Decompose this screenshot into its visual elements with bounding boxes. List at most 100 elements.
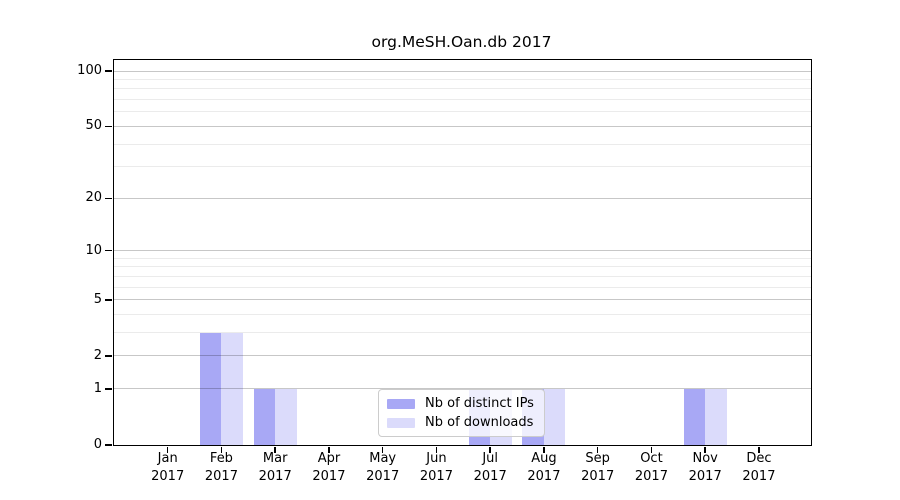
- x-tick-month: Sep: [585, 451, 610, 466]
- chart-title: org.MeSH.Oan.db 2017: [371, 33, 552, 51]
- x-tick-jun: [435, 446, 438, 453]
- y-tick-50: [105, 125, 112, 128]
- y-tick-label-1: 1: [93, 380, 102, 396]
- x-tick-label-sep: Sep 2017: [568, 450, 628, 486]
- legend-swatch-downloads-icon: [387, 417, 415, 428]
- major-gridline-50: [114, 125, 811, 127]
- x-tick-year: 2017: [688, 469, 722, 484]
- major-gridline-5: [114, 299, 811, 301]
- bar-feb-downloads: [221, 332, 243, 445]
- x-tick-label-jun: Jun 2017: [406, 450, 466, 486]
- minor-gridline-40: [114, 143, 811, 145]
- plot-area: 0 1 2 5 10 20 50 100 Jan 2017 Feb 2017 Mar 2017 Apr 201…: [77, 59, 812, 484]
- x-tick-year: 2017: [581, 469, 615, 484]
- x-tick-label-apr: Apr 2017: [299, 450, 359, 486]
- x-tick-month: May: [369, 451, 397, 466]
- x-tick-label-aug: Aug 2017: [514, 450, 574, 486]
- x-tick-jul: [489, 446, 491, 453]
- x-tick-label-may: May 2017: [353, 450, 413, 486]
- minor-gridline-4: [114, 314, 811, 316]
- y-tick-0: [105, 444, 112, 446]
- minor-gridline-9: [114, 257, 811, 259]
- major-gridline-100: [114, 70, 811, 72]
- y-tick-label-2: 2: [93, 347, 102, 363]
- x-tick-month: Aug: [531, 451, 557, 466]
- x-tick-apr: [328, 446, 330, 453]
- bar-mar-downloads: [275, 388, 297, 445]
- x-tick-label-dec: Dec 2017: [729, 450, 789, 486]
- x-tick-month: Mar: [262, 451, 288, 466]
- legend: Nb of distinct IPs Nb of downloads: [378, 389, 545, 437]
- legend-label-downloads: Nb of downloads: [425, 415, 534, 430]
- x-tick-year: 2017: [634, 469, 668, 484]
- x-tick-mar: [274, 446, 276, 453]
- bar-nov-distinct-ips: [683, 388, 706, 445]
- minor-gridline-70: [114, 99, 811, 101]
- x-tick-oct: [650, 446, 653, 453]
- y-tick-5: [105, 299, 112, 301]
- y-tick-label-10: 10: [85, 242, 102, 258]
- y-tick-label-5: 5: [93, 291, 102, 307]
- bar-aug-downloads: [543, 388, 566, 445]
- bar-nov-downloads: [705, 388, 727, 445]
- minor-gridline-8: [114, 266, 811, 268]
- x-tick-year: 2017: [151, 469, 185, 484]
- y-tick-2: [105, 355, 112, 357]
- y-tick-100: [105, 70, 112, 72]
- x-tick-sep: [596, 446, 599, 453]
- legend-item-downloads: Nb of downloads: [387, 414, 534, 431]
- x-tick-month: Jul: [482, 451, 499, 466]
- x-tick-label-jul: Jul 2017: [460, 450, 520, 486]
- minor-gridline-60: [114, 111, 811, 113]
- x-tick-year: 2017: [204, 469, 238, 484]
- x-tick-year: 2017: [473, 469, 507, 484]
- minor-gridline-80: [114, 88, 811, 90]
- legend-label-distinct-ips: Nb of distinct IPs: [425, 396, 534, 411]
- x-tick-nov: [704, 446, 706, 453]
- x-tick-month: Dec: [746, 451, 772, 466]
- minor-gridline-90: [114, 78, 811, 80]
- y-tick-label-50: 50: [85, 118, 102, 134]
- x-tick-month: Feb: [209, 451, 233, 466]
- x-tick-label-oct: Oct 2017: [621, 450, 681, 486]
- minor-gridline-7: [114, 275, 811, 277]
- x-tick-jan: [166, 446, 169, 453]
- x-tick-label-nov: Nov 2017: [675, 450, 735, 486]
- bar-mar-distinct-ips: [253, 388, 276, 445]
- minor-gridline-30: [114, 166, 811, 168]
- x-tick-label-mar: Mar 2017: [245, 450, 305, 486]
- x-tick-year: 2017: [527, 469, 561, 484]
- x-tick-dec: [758, 446, 760, 453]
- minor-gridline-3: [114, 332, 811, 334]
- x-tick-month: Jun: [426, 451, 447, 466]
- x-tick-year: 2017: [258, 469, 292, 484]
- x-tick-month: Apr: [317, 451, 341, 466]
- legend-swatch-distinct-ips-icon: [387, 398, 415, 409]
- x-tick-month: Nov: [692, 451, 718, 466]
- legend-item-distinct-ips: Nb of distinct IPs: [387, 395, 534, 412]
- y-tick-label-0: 0: [93, 437, 102, 452]
- major-gridline-10: [114, 250, 811, 252]
- y-tick-1: [105, 388, 112, 390]
- y-tick-10: [105, 249, 112, 252]
- x-tick-year: 2017: [419, 469, 453, 484]
- x-tick-year: 2017: [312, 469, 346, 484]
- x-tick-month: Jan: [157, 451, 178, 466]
- x-tick-month: Oct: [640, 451, 663, 466]
- bar-feb-distinct-ips: [199, 332, 222, 445]
- x-tick-label-feb: Feb 2017: [191, 450, 251, 486]
- major-gridline-2: [114, 355, 811, 357]
- x-tick-aug: [543, 446, 545, 453]
- major-gridline-1: [114, 388, 811, 390]
- x-tick-feb: [220, 446, 223, 453]
- y-tick-label-100: 100: [77, 63, 102, 78]
- minor-gridline-6: [114, 286, 811, 288]
- y-tick-20: [105, 197, 112, 200]
- y-tick-label-20: 20: [85, 190, 102, 206]
- x-tick-year: 2017: [742, 469, 776, 484]
- major-gridline-20: [114, 197, 811, 199]
- x-tick-year: 2017: [366, 469, 400, 484]
- x-tick-may: [381, 446, 384, 453]
- x-tick-label-jan: Jan 2017: [138, 450, 198, 486]
